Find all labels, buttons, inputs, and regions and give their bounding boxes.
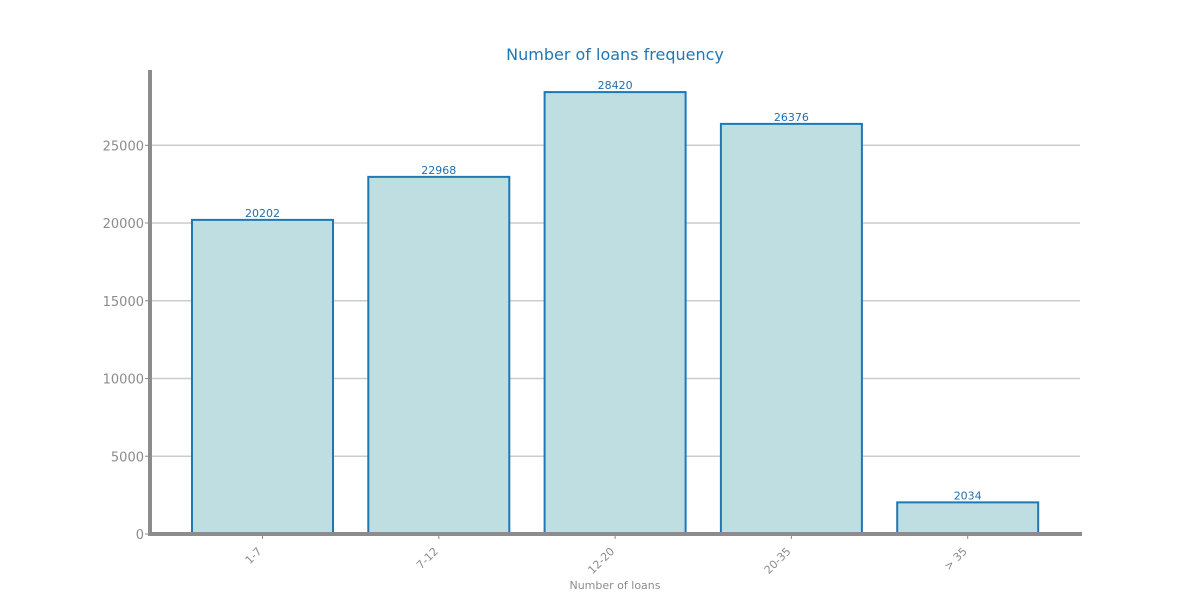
bar-12-20 <box>543 91 687 535</box>
x-tick-label: 7-12 <box>414 545 441 572</box>
y-tick-label: 5000 <box>111 450 144 465</box>
x-axis-ticks: 1-7 7-12 12-20 20-35 > 35 <box>243 534 970 577</box>
x-axis-label: Number of loans <box>569 579 660 592</box>
data-label: 26376 <box>774 111 809 124</box>
bar-1-7 <box>191 218 334 535</box>
bar-7-12 <box>367 175 511 535</box>
data-label: 20202 <box>245 207 280 220</box>
x-tick-label: 12-20 <box>585 545 617 577</box>
data-label: 28420 <box>598 79 633 92</box>
y-tick-label: 20000 <box>103 217 144 232</box>
data-label: 2034 <box>954 489 982 502</box>
y-tick-label: 15000 <box>103 295 144 310</box>
bar-35 <box>896 501 1040 535</box>
y-tick-label: 25000 <box>103 139 144 154</box>
bar-20-35 <box>719 122 863 535</box>
y-tick-label: 0 <box>136 528 144 543</box>
data-labels: 20202 22968 28420 26376 2034 <box>245 79 982 502</box>
y-tick-label: 10000 <box>103 373 144 388</box>
y-axis-ticks: 0 5000 10000 15000 20000 25000 <box>103 139 150 543</box>
x-tick-label: 1-7 <box>243 545 265 567</box>
x-tick-label: 20-35 <box>762 545 794 577</box>
bars <box>191 91 1040 535</box>
x-tick-label: > 35 <box>942 545 970 573</box>
data-label: 22968 <box>421 164 456 177</box>
chart-title: Number of loans frequency <box>506 45 724 64</box>
